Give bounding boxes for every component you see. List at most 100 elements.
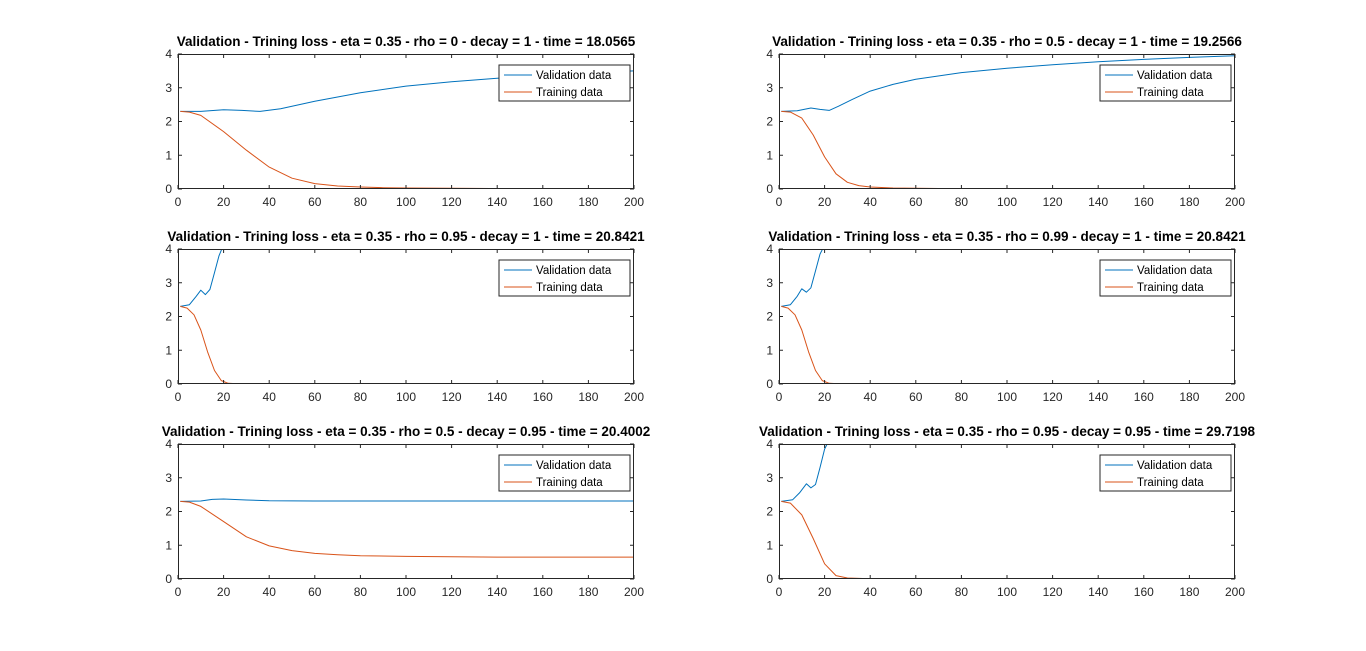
x-tick-label: 20	[217, 585, 231, 599]
subplot-title: Validation - Trining loss - eta = 0.35 -…	[768, 229, 1246, 244]
legend-label-training: Training data	[536, 282, 603, 294]
y-tick-label: 1	[766, 538, 773, 552]
x-tick-label: 40	[864, 195, 878, 209]
x-tick-label: 40	[864, 390, 878, 404]
x-tick-label: 200	[624, 195, 644, 209]
x-tick-label: 80	[955, 585, 969, 599]
x-tick-label: 140	[487, 390, 507, 404]
x-tick-label: 120	[1043, 390, 1063, 404]
x-tick-label: 140	[1088, 195, 1108, 209]
y-tick-label: 0	[165, 182, 172, 196]
x-tick-label: 180	[578, 390, 598, 404]
x-tick-label: 120	[1043, 585, 1063, 599]
x-tick-label: 40	[263, 390, 277, 404]
legend: Validation data Training data	[1099, 454, 1232, 492]
x-tick-label: 0	[776, 585, 783, 599]
x-tick-label: 180	[578, 195, 598, 209]
legend-label-validation: Validation data	[1137, 265, 1213, 277]
legend-box	[498, 259, 631, 297]
x-tick-label: 180	[1179, 390, 1199, 404]
y-tick-label: 2	[766, 505, 773, 519]
y-tick-label: 3	[766, 81, 773, 95]
x-tick-label: 140	[487, 585, 507, 599]
x-tick-label: 120	[442, 390, 462, 404]
y-tick-label: 2	[165, 115, 172, 129]
x-tick-label: 120	[442, 585, 462, 599]
x-tick-label: 80	[354, 195, 368, 209]
series-line-validation	[781, 55, 1235, 112]
subplot-title: Validation - Trining loss - eta = 0.35 -…	[167, 229, 645, 244]
legend-label-validation: Validation data	[536, 70, 612, 82]
legend: Validation data Training data	[1099, 259, 1232, 297]
subplot-title: Validation - Trining loss - eta = 0.35 -…	[759, 424, 1255, 439]
series-line-validation	[781, 249, 824, 307]
x-tick-label: 200	[1225, 390, 1245, 404]
y-tick-label: 1	[766, 343, 773, 357]
legend: Validation data Training data	[498, 454, 631, 492]
y-tick-label: 3	[165, 471, 172, 485]
x-tick-label: 60	[909, 195, 923, 209]
legend-label-validation: Validation data	[536, 460, 612, 472]
y-tick-label: 1	[165, 343, 172, 357]
subplot-title: Validation - Trining loss - eta = 0.35 -…	[177, 34, 636, 49]
x-tick-label: 40	[864, 585, 878, 599]
y-tick-label: 0	[165, 377, 172, 391]
x-tick-label: 20	[818, 585, 832, 599]
legend-label-training: Training data	[1137, 282, 1204, 294]
y-tick-label: 3	[165, 81, 172, 95]
legend-label-training: Training data	[536, 477, 603, 489]
legend-box	[1099, 259, 1232, 297]
legend: Validation data Training data	[498, 259, 631, 297]
x-tick-label: 160	[1134, 585, 1154, 599]
x-tick-label: 200	[624, 390, 644, 404]
series-line-training	[180, 500, 634, 558]
subplot-3: Validation - Trining loss - eta = 0.35 -…	[165, 229, 645, 404]
y-tick-label: 0	[766, 182, 773, 196]
x-tick-label: 40	[263, 585, 277, 599]
x-tick-label: 100	[396, 585, 416, 599]
series-line-validation	[781, 444, 828, 502]
y-tick-label: 3	[766, 471, 773, 485]
x-tick-label: 60	[308, 195, 322, 209]
legend: Validation data Training data	[1099, 64, 1232, 102]
x-tick-label: 160	[533, 585, 553, 599]
legend: Validation data Training data	[498, 64, 631, 102]
x-tick-label: 100	[997, 585, 1017, 599]
y-tick-label: 0	[165, 572, 172, 586]
x-tick-label: 60	[909, 390, 923, 404]
x-tick-label: 0	[175, 585, 182, 599]
y-tick-label: 3	[165, 276, 172, 290]
x-tick-label: 160	[533, 195, 553, 209]
legend-label-validation: Validation data	[1137, 460, 1213, 472]
x-tick-label: 60	[308, 390, 322, 404]
y-tick-label: 2	[766, 115, 773, 129]
x-tick-label: 0	[776, 195, 783, 209]
y-tick-label: 4	[165, 47, 172, 61]
x-tick-label: 0	[175, 390, 182, 404]
y-tick-label: 1	[766, 148, 773, 162]
x-tick-label: 0	[175, 195, 182, 209]
subplot-5: Validation - Trining loss - eta = 0.35 -…	[162, 424, 650, 599]
subplot-2: Validation - Trining loss - eta = 0.35 -…	[766, 34, 1245, 209]
legend-label-training: Training data	[1137, 477, 1204, 489]
x-tick-label: 120	[1043, 195, 1063, 209]
x-tick-label: 160	[533, 390, 553, 404]
x-tick-label: 80	[354, 390, 368, 404]
legend-box	[1099, 64, 1232, 102]
y-tick-label: 2	[165, 505, 172, 519]
x-tick-label: 160	[1134, 195, 1154, 209]
x-tick-label: 80	[955, 390, 969, 404]
y-tick-label: 0	[766, 572, 773, 586]
x-tick-label: 60	[909, 585, 923, 599]
y-tick-label: 4	[766, 437, 773, 451]
x-tick-label: 20	[217, 390, 231, 404]
y-tick-label: 4	[766, 47, 773, 61]
x-tick-label: 40	[263, 195, 277, 209]
x-tick-label: 100	[396, 390, 416, 404]
y-tick-label: 1	[165, 538, 172, 552]
x-tick-label: 80	[354, 585, 368, 599]
subplot-title: Validation - Trining loss - eta = 0.35 -…	[772, 34, 1242, 49]
x-tick-label: 20	[818, 195, 832, 209]
x-tick-label: 120	[442, 195, 462, 209]
